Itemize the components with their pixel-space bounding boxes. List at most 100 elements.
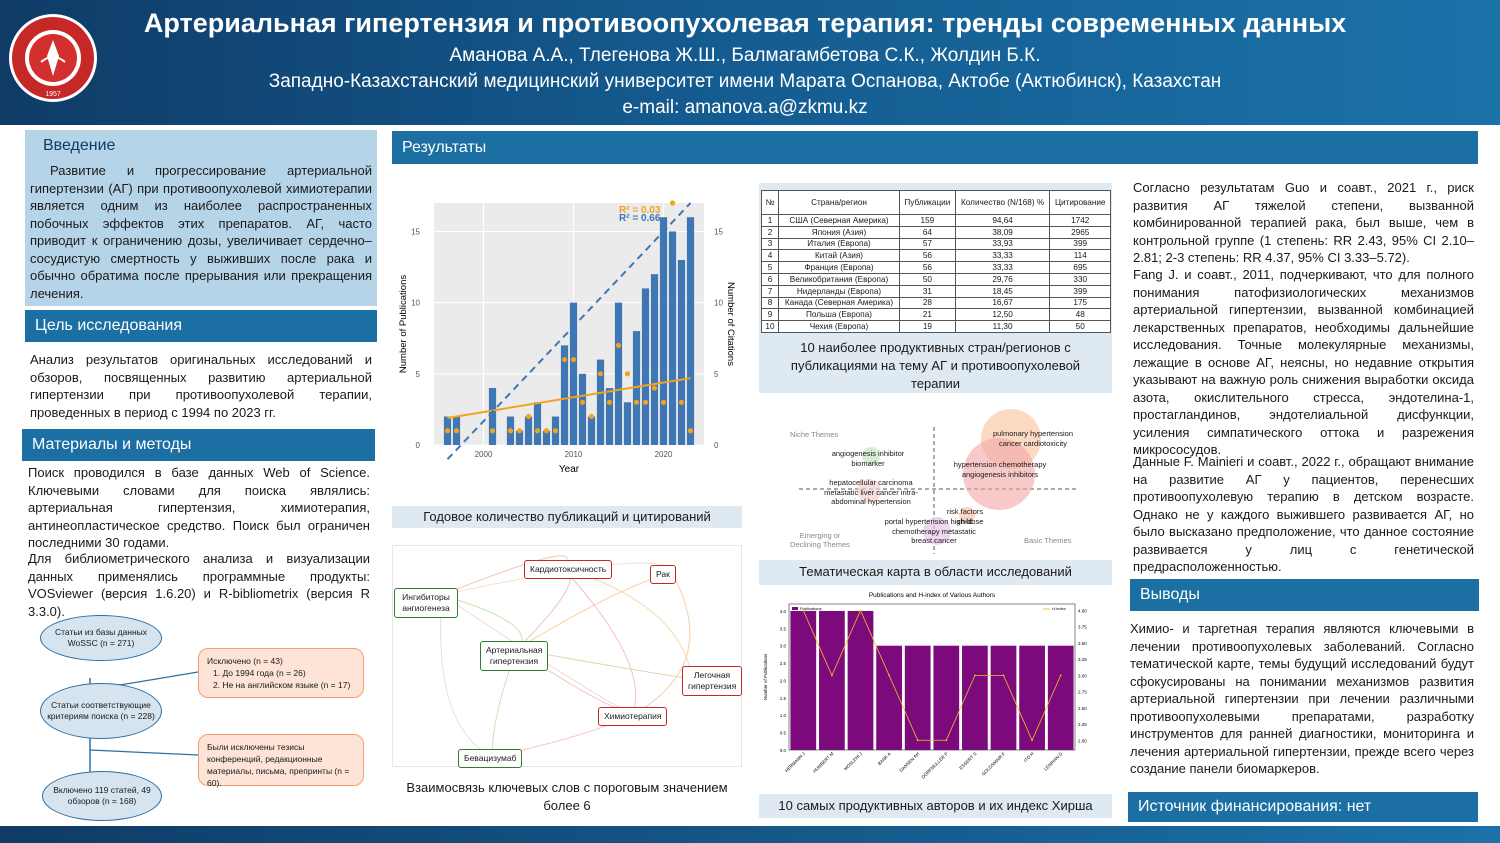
citation-point (561, 356, 568, 363)
discussion-mainieri: Данные F. Mainieri и соавт., 2022 г., об… (1133, 454, 1474, 574)
citation-point (543, 428, 550, 434)
table-row: 4 Китай (Азия) 56 33,33 114 (761, 249, 1111, 263)
hindex-point (1002, 674, 1005, 677)
y2-tick-label: 5 (714, 370, 719, 379)
author-bar (876, 645, 902, 750)
thematic-map-card (759, 399, 1112, 585)
table-header-row: № Страна/регион Публикации Количество (N… (761, 190, 1111, 215)
table-cell: 695 (1049, 261, 1111, 274)
table-cell: США (Северная Америка) (777, 214, 901, 227)
bar (587, 416, 596, 445)
table-cell: Нидерланды (Европа) (777, 284, 901, 298)
hindex-point (974, 674, 976, 677)
table-cell: 33,93 (954, 237, 1051, 251)
legend-bar-swatch (792, 607, 798, 610)
bar (605, 388, 614, 445)
table-cell: 5 (761, 261, 779, 274)
table-cell: 57 (899, 237, 956, 251)
author-label: GOLDSMAIR F (981, 751, 1007, 777)
table-cell: 64 (899, 225, 956, 239)
table-cell: 38,09 (954, 225, 1051, 239)
excluded-item-2: 2. Не на английском языке (n = 17) (213, 680, 351, 690)
th-country: Страна/регион (777, 190, 901, 215)
author-bar (1047, 645, 1074, 750)
y2-tick-label: 0 (714, 441, 719, 450)
citation-point (516, 428, 523, 434)
authors-caption-bg (759, 794, 1112, 818)
table-cell: Чехия (Европа) (777, 320, 901, 333)
citation-point (525, 413, 532, 420)
hindex-point (802, 609, 805, 612)
table-cell: 3 (761, 237, 779, 251)
citation-point (678, 399, 685, 405)
table-cell: Италия (Европа) (777, 237, 901, 251)
author-bar (904, 645, 931, 750)
table-row: 3 Италия (Европа) 57 33,93 399 (761, 237, 1111, 251)
cluster-hypertension: hypertension chemotherapy angiogenesis i… (953, 460, 1047, 479)
y-tick-label: 0.0 (780, 748, 787, 753)
table-cell: 2 (761, 225, 779, 239)
basic-label: Basic Themes (1024, 536, 1072, 545)
hindex-point (945, 739, 948, 742)
y-tick-label: 4.0 (780, 609, 787, 614)
discussion-guo: Согласно результатам Guo и соавт., 2021 … (1133, 180, 1474, 265)
cluster-pulmonary: pulmonary hypertension cancer cardiotoxi… (992, 429, 1074, 448)
table-cell: 16,67 (954, 296, 1051, 310)
bar (560, 345, 569, 445)
x-tick-label: 2020 (655, 450, 673, 459)
emerging-label: Emerging or Declining Themes (790, 531, 850, 549)
intro-text: Развитие и прогрессирование артериальной… (30, 163, 372, 301)
email-link[interactable]: e-mail: amanova.a@zkmu.kz (622, 97, 868, 118)
bar (542, 430, 551, 445)
table-cell: 1 (761, 214, 779, 227)
bar (578, 373, 587, 445)
th-percent: Количество (N/168) % (954, 190, 1051, 215)
bar (623, 402, 632, 445)
y2-tick-label: 15 (714, 227, 723, 236)
y2-tick-label: 3.50 (1078, 641, 1087, 646)
table-cell: 11,30 (954, 320, 1051, 333)
citation-point (615, 342, 622, 348)
citation-point (660, 399, 667, 405)
citation-point (588, 413, 595, 420)
network-node-cancer: Рак (650, 565, 676, 584)
hindex-line (802, 609, 1062, 742)
poster-footer (0, 826, 1500, 843)
table-cell: 399 (1049, 284, 1111, 298)
flow-excluded-2: Были исключены тезисы конференций, редак… (198, 734, 364, 788)
hindex-point (859, 609, 862, 612)
hindex-point (1059, 674, 1062, 677)
network-caption: Взаимосвязь ключевых слов с пороговым зн… (406, 780, 728, 813)
y-tick-label: 15 (411, 227, 420, 236)
table-cell: 399 (1049, 237, 1111, 251)
flow-box-eligible: Статьи соответствующие критериям поиска … (40, 683, 162, 739)
legend-line-label: H-index (1052, 606, 1066, 611)
bar (677, 259, 686, 445)
y-tick-label: 1.0 (780, 713, 787, 718)
y-tick-label: 5 (416, 370, 421, 379)
methods-heading: Материалы и методы (22, 429, 375, 461)
bar (686, 217, 695, 445)
table-cell: Канада (Северная Америка) (777, 296, 901, 310)
citation-point (579, 399, 586, 405)
table-row: 10 Чехия (Европа) 19 11,30 50 (761, 320, 1111, 333)
y-axis-label: Number of Publications (398, 275, 409, 373)
table-cell: Франция (Европа) (777, 261, 901, 274)
author-bar (962, 645, 988, 750)
table-cell: 12,50 (954, 308, 1051, 322)
methods-text-2: Для библиометрического анализа и визуали… (28, 551, 370, 619)
table-cell: 159 (899, 214, 956, 227)
y-tick-label: 10 (411, 299, 420, 308)
bar (569, 302, 578, 445)
bar (668, 231, 677, 445)
author-bar (819, 610, 845, 750)
bar (596, 359, 605, 445)
university-logo: 1957 (9, 14, 97, 102)
poster-header: 1957 Артериальная гипертензия и противоо… (0, 0, 1500, 125)
table-cell: 94,64 (954, 214, 1051, 227)
excluded-item-1: 1. До 1994 года (n = 26) (213, 668, 306, 678)
bar (659, 217, 668, 445)
table-cell: 48 (1049, 308, 1111, 322)
y2-tick-label: 3.75 (1078, 625, 1087, 630)
flow-box-records: Статьи из базы данных WoSSC (n = 271) (40, 615, 162, 661)
